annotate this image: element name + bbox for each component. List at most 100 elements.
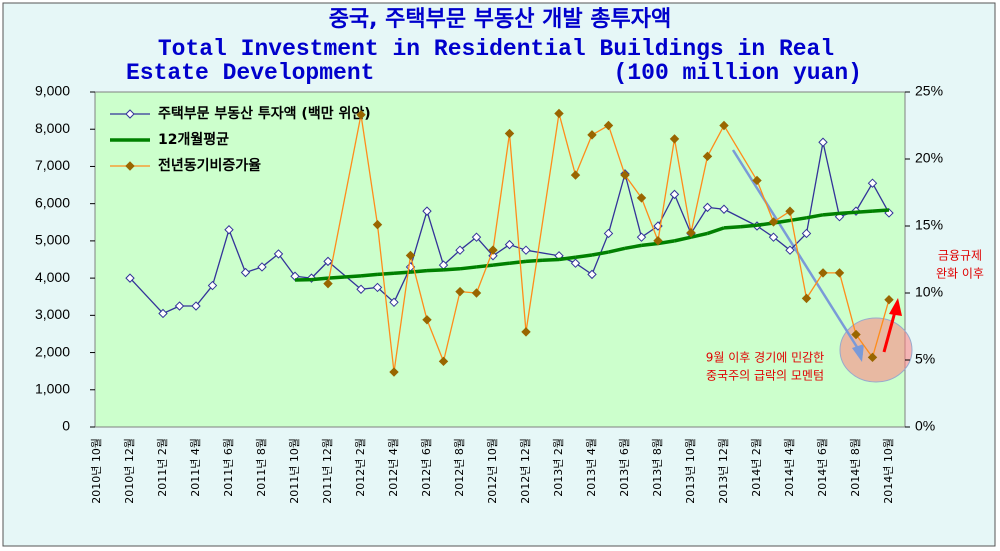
line-segment: [574, 134, 593, 176]
marker: [273, 249, 284, 259]
line-segment: [773, 236, 791, 251]
marker: [653, 236, 663, 246]
arrow: [882, 307, 898, 353]
marker: [867, 352, 878, 363]
marker: [636, 232, 647, 242]
y2-tick-label: 25%: [915, 83, 943, 99]
line-segment: [459, 265, 477, 271]
x-tick-label: 2013년 8월: [651, 438, 664, 497]
x-tick-label: 2014년 6월: [816, 438, 829, 497]
y-tick-label: 0: [62, 418, 70, 434]
x-tick-label: 2010년 12월: [123, 438, 136, 504]
x-tick-label: 2014년 2월: [750, 438, 763, 497]
y2-tick-label: 5%: [915, 351, 935, 367]
x-tick-label: 2013년 12월: [717, 438, 730, 504]
marker: [554, 108, 564, 119]
line-segment: [558, 255, 576, 262]
line-segment: [426, 319, 445, 362]
line-segment: [261, 253, 279, 268]
line-segment: [393, 255, 412, 373]
line-segment: [525, 113, 560, 332]
marker: [834, 211, 845, 222]
line-segment: [443, 249, 461, 266]
line-segment: [789, 211, 808, 299]
line-segment: [195, 285, 214, 307]
line-segment: [443, 267, 461, 272]
x-tick-label: 2011년 4월: [189, 438, 202, 497]
line-segment: [624, 243, 642, 251]
line-segment: [805, 272, 824, 299]
line-segment: [509, 259, 527, 265]
line-segment: [228, 229, 247, 273]
annotation: 금융규제: [938, 249, 982, 263]
x-tick-label: 2014년 4월: [783, 438, 796, 497]
y-tick-label: 9,000: [35, 83, 70, 99]
line-segment: [327, 275, 345, 280]
marker: [867, 178, 878, 188]
marker: [636, 193, 647, 203]
marker: [702, 151, 713, 162]
marker: [240, 267, 251, 278]
line-segment: [855, 334, 874, 358]
line-segment: [410, 268, 428, 274]
line-segment: [376, 224, 395, 373]
line-segment: [608, 246, 626, 254]
line-segment: [706, 125, 725, 157]
line-segment: [822, 142, 841, 217]
line-segment: [855, 209, 873, 214]
marker: [603, 120, 614, 131]
annotation: 완화 이후: [936, 267, 984, 281]
y-tick-label: 8,000: [35, 120, 70, 136]
marker: [372, 219, 383, 230]
y-tick-label: 1,000: [35, 380, 70, 396]
marker: [785, 245, 795, 255]
x-tick-label: 2011년 12월: [321, 438, 334, 504]
arrow-head: [889, 298, 902, 316]
marker: [191, 301, 201, 311]
marker: [851, 329, 861, 340]
marker: [785, 206, 795, 216]
line-segment: [344, 274, 362, 279]
legend-label: 주택부문 부동산 투자액 (백만 위안): [158, 105, 371, 122]
marker: [323, 278, 333, 289]
marker: [719, 120, 729, 131]
line-segment: [690, 207, 709, 234]
line-segment: [690, 231, 708, 239]
line-segment: [657, 239, 675, 246]
line-segment: [872, 208, 890, 213]
chart-subtitle: Total Investment in Residential Building…: [158, 36, 834, 62]
line-segment: [673, 138, 692, 233]
annotation: 중국주의 급락의 모멘텀: [706, 369, 824, 383]
x-tick-label: 2013년 10월: [684, 438, 697, 504]
marker: [587, 130, 597, 140]
line-segment: [409, 255, 428, 320]
marker: [570, 170, 581, 180]
line-segment: [542, 257, 560, 262]
y-tick-label: 2,000: [35, 343, 70, 359]
x-tick-label: 2012년 8월: [453, 438, 466, 497]
x-tick-label: 2012년 10월: [486, 438, 499, 504]
marker: [389, 367, 399, 377]
line-segment: [311, 276, 329, 282]
marker: [669, 189, 680, 200]
x-tick-label: 2011년 2월: [156, 438, 169, 497]
marker: [884, 294, 894, 305]
marker: [422, 315, 432, 325]
line-segment: [838, 272, 857, 335]
marker: [504, 128, 515, 139]
line-segment: [871, 182, 890, 214]
line-segment: [277, 253, 296, 277]
line-segment: [789, 216, 807, 223]
marker: [521, 327, 531, 337]
marker: [422, 206, 432, 216]
line-segment: [822, 211, 840, 217]
marker: [801, 228, 812, 239]
line-segment: [129, 277, 164, 314]
line-segment: [607, 125, 626, 176]
marker: [488, 245, 498, 255]
marker: [471, 232, 482, 242]
line-segment: [740, 223, 758, 229]
x-tick-label: 2013년 4월: [585, 438, 598, 497]
marker: [158, 308, 168, 319]
